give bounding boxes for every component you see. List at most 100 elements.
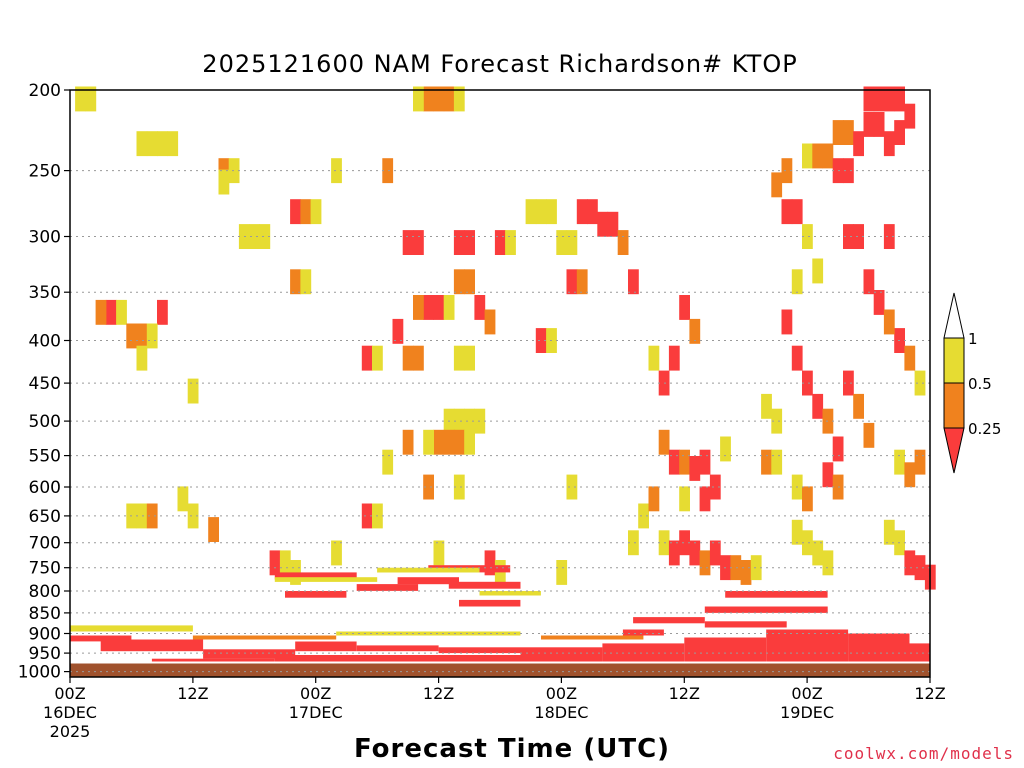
heatmap-cell-36 (587, 199, 598, 225)
heatmap-cell-20 (249, 224, 260, 249)
heatmap-band-9 (203, 649, 296, 659)
colorbar-bin-3 (943, 427, 965, 474)
heatmap-cell-16 (290, 199, 301, 225)
heatmap-cell-4 (157, 131, 168, 157)
colorbar-label-0.25: 0.25 (968, 420, 1001, 438)
heatmap-cell-178 (914, 555, 926, 581)
heatmap-band-22 (725, 591, 828, 598)
heatmap-cell-42 (628, 269, 639, 295)
x-tick-label-36-0: 12Z (423, 684, 454, 703)
heatmap-cell-184 (433, 540, 445, 566)
heatmap-cell-33 (556, 230, 568, 255)
heatmap-cell-40 (576, 269, 588, 295)
heatmap-cell-132 (843, 158, 854, 184)
heatmap-cell-64 (126, 323, 138, 349)
heatmap-cell-77 (402, 429, 414, 455)
y-tick-label-950: 950 (29, 644, 61, 664)
heatmap-cell-136 (863, 86, 875, 112)
y-tick-label-550: 550 (29, 447, 61, 467)
heatmap-cell-118 (761, 393, 772, 419)
heatmap-cell-5 (167, 131, 179, 157)
heatmap-cell-122 (771, 172, 783, 198)
heatmap-cell-63 (157, 299, 168, 325)
heatmap-cell-121 (771, 449, 783, 475)
heatmap-cell-138 (883, 86, 895, 112)
y-tick-label-600: 600 (29, 478, 61, 498)
heatmap-cell-149 (812, 393, 824, 419)
y-tick-label-650: 650 (29, 507, 61, 527)
heatmap-cell-66 (146, 323, 158, 349)
heatmap-cell-50 (484, 309, 496, 335)
heatmap-cell-80 (423, 474, 434, 500)
x-axis-label: Forecast Time (UTC) (353, 734, 671, 764)
heatmap-band-2 (356, 584, 419, 591)
heatmap-cell-85 (136, 503, 148, 529)
heatmap-cell-71 (464, 408, 475, 434)
x-tick-label-0-1: 16DEC (43, 703, 97, 722)
y-tick-label-200: 200 (29, 81, 61, 101)
heatmap-band-8 (70, 635, 132, 642)
heatmap-cell-57 (372, 345, 383, 371)
heatmap-cell-186 (494, 560, 506, 585)
heatmap-cell-125 (781, 158, 793, 184)
colorbar-bin-1 (943, 337, 965, 384)
heatmap-cell-68 (187, 378, 199, 404)
heatmap-cell-13 (443, 86, 455, 112)
y-tick-label-900: 900 (29, 625, 61, 645)
heatmap-cell-116 (750, 555, 762, 581)
x-tick-label-60-0: 12Z (669, 684, 700, 703)
heatmap-cell-141 (883, 131, 895, 157)
heatmap-band-7 (100, 639, 204, 652)
heatmap-cell-101 (689, 456, 701, 481)
heatmap-cell-78 (423, 429, 434, 455)
credit-link[interactable]: coolwx.com/models (833, 744, 1014, 763)
heatmap-cell-162 (904, 345, 916, 371)
heatmap-cell-166 (914, 449, 926, 475)
heatmap-cell-156 (853, 224, 864, 249)
heatmap-cell-119 (771, 408, 783, 434)
heatmap-cell-126 (802, 143, 813, 169)
heatmap-cell-106 (648, 486, 660, 512)
heatmap-cell-59 (464, 345, 475, 371)
heatmap-cell-87 (187, 503, 199, 529)
heatmap-band-31 (377, 567, 480, 573)
heatmap-cell-135 (873, 112, 885, 137)
x-tick-label-0-0: 00Z (54, 684, 85, 703)
heatmap-cell-10 (382, 158, 394, 184)
heatmap-cell-14 (413, 86, 424, 112)
heatmap-cell-73 (433, 429, 445, 455)
heatmap-cell-109 (679, 530, 690, 556)
heatmap-cell-0 (75, 86, 86, 112)
heatmap-cell-152 (843, 370, 854, 396)
heatmap-cell-12 (433, 86, 445, 112)
heatmap-cell-54 (402, 345, 414, 371)
heatmap-cell-48 (464, 269, 475, 295)
heatmap-cell-46 (443, 295, 455, 320)
heatmap-cell-124 (791, 199, 803, 225)
heatmap-cell-183 (331, 540, 342, 566)
y-tick-label-250: 250 (29, 162, 61, 182)
heatmap-cell-65 (136, 323, 148, 349)
heatmap-cell-74 (443, 429, 455, 455)
heatmap-cell-47 (453, 269, 465, 295)
heatmap-cells (70, 86, 936, 663)
y-tick-label-450: 450 (29, 374, 61, 394)
heatmap-cell-110 (689, 540, 701, 566)
y-axis: 200 250 300 350 400 450 500 550 600 650 700 750 8008… (18, 81, 70, 683)
y-tick-label-800: 800 (29, 582, 61, 602)
heatmap-cell-98 (658, 429, 670, 455)
x-tick-label-0-2: 2025 (50, 722, 91, 741)
y-tick-label-400: 400 (29, 332, 61, 352)
heatmap-cell-173 (812, 540, 824, 566)
heatmap-cell-175 (883, 519, 895, 545)
heatmap-cell-108 (668, 540, 680, 566)
heatmap-cell-165 (904, 462, 916, 488)
heatmap-cell-9 (331, 158, 342, 184)
heatmap-cell-134 (863, 112, 875, 137)
heatmap-band-6 (459, 599, 521, 607)
heatmap-cell-163 (914, 370, 926, 396)
heatmap-cell-83 (177, 486, 189, 512)
heatmap-cell-172 (802, 530, 813, 556)
heatmap-cell-95 (668, 345, 680, 371)
